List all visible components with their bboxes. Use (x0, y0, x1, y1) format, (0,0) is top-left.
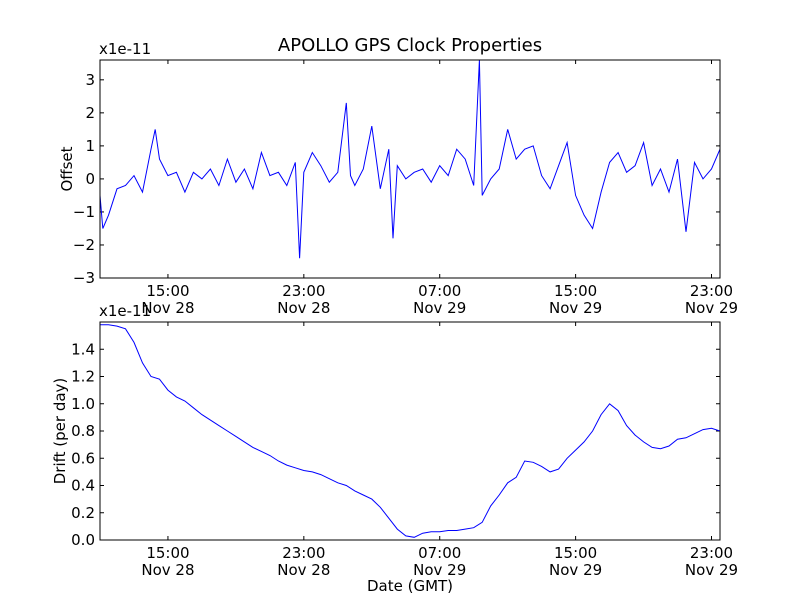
drift-x-tick-date: Nov 28 (277, 561, 330, 579)
drift-x-tick-time: 23:00 (690, 544, 733, 562)
drift-x-tick-time: 23:00 (282, 544, 325, 562)
drift-x-axis-label: Date (GMT) (367, 577, 453, 595)
drift-y-axis-label: Drift (per day) (51, 378, 69, 485)
drift-x-tick-date: Nov 29 (413, 561, 466, 579)
offset-x-tick-time: 07:00 (418, 282, 461, 300)
offset-y-tick-label: 2 (85, 104, 95, 122)
offset-y-axis-label: Offset (58, 146, 76, 191)
offset-y-tick-label: 1 (85, 137, 95, 155)
drift-x-tick-date: Nov 29 (685, 561, 738, 579)
offset-y-tick-label: −1 (73, 203, 95, 221)
figure-title: APOLLO GPS Clock Properties (278, 35, 542, 56)
drift-plot-frame (99, 321, 721, 541)
drift-ticks (100, 322, 720, 541)
drift-y-tick-label: 1.4 (71, 340, 95, 358)
offset-x-tick-date: Nov 29 (685, 299, 738, 317)
drift-x-tick-date: Nov 28 (141, 561, 194, 579)
drift-series-line (100, 324, 720, 538)
drift-panel: x1e-11 0.00.20.40.60.81.01.21.4 15:00Nov… (51, 302, 738, 595)
offset-y-tick-label: −2 (73, 236, 95, 254)
drift-y-tick-label: 1.0 (71, 395, 95, 413)
offset-x-tick-date: Nov 28 (277, 299, 330, 317)
offset-x-tick-time: 15:00 (146, 282, 189, 300)
drift-x-tick-time: 15:00 (146, 544, 189, 562)
offset-y-tick-labels: −3 −2 −1 0 1 2 3 (73, 71, 95, 287)
drift-y-tick-label: 0.6 (71, 449, 95, 467)
drift-y-tick-labels: 0.0 0.2 0.4 0.6 0.8 1.0 1.2 1.4 (71, 340, 95, 549)
drift-y-tick-label: 0.0 (71, 531, 95, 549)
drift-y-tick-label: 0.8 (71, 422, 95, 440)
offset-x-tick-time: 23:00 (282, 282, 325, 300)
offset-y-scale-label: x1e-11 (99, 40, 151, 58)
drift-x-tick-date: Nov 29 (549, 561, 602, 579)
drift-y-tick-label: 1.2 (71, 368, 95, 386)
drift-x-tick-time: 07:00 (418, 544, 461, 562)
offset-x-tick-date: Nov 29 (413, 299, 466, 317)
drift-y-tick-label: 0.4 (71, 477, 95, 495)
offset-x-tick-time: 15:00 (554, 282, 597, 300)
drift-y-scale-label: x1e-11 (99, 302, 151, 320)
offset-x-tick-date: Nov 29 (549, 299, 602, 317)
drift-x-tick-time: 15:00 (554, 544, 597, 562)
offset-y-tick-label: 0 (85, 170, 95, 188)
offset-plot-frame (99, 59, 721, 279)
offset-y-tick-label: 3 (85, 71, 95, 89)
drift-y-tick-label: 0.2 (71, 504, 95, 522)
offset-series-line (100, 60, 720, 259)
offset-y-tick-label: −3 (73, 269, 95, 287)
offset-x-tick-time: 23:00 (690, 282, 733, 300)
offset-x-tick-date: Nov 28 (141, 299, 194, 317)
